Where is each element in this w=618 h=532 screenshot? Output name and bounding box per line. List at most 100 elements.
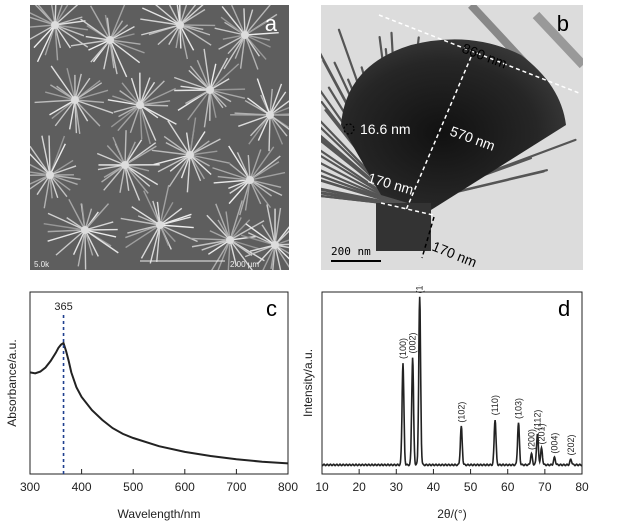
sem-needle (234, 112, 271, 116)
xrd-chart: (100)(002) (101) (102) (110) (103)(200)(112)… (301, 285, 589, 521)
sem-needle (84, 203, 110, 231)
xrd-series-line (321, 296, 583, 467)
sem-flower-core (81, 226, 89, 234)
sem-needle (139, 104, 157, 141)
tem-nanorod (321, 154, 403, 207)
sem-needle (185, 89, 211, 105)
sem-needle (209, 89, 246, 99)
sem-needle (243, 8, 246, 36)
sem-needle (74, 89, 109, 101)
sem-needle (191, 239, 231, 248)
sem-needle (106, 145, 126, 166)
x-tick-label: 20 (352, 480, 366, 494)
sem-needle (225, 211, 231, 241)
sem-needle (213, 179, 251, 184)
sem-needle (229, 239, 238, 267)
chart-c-ylabel: Absorbance/a.u. (5, 339, 19, 426)
peak-365-label: 365 (54, 301, 72, 313)
panel-c-letter: c (266, 296, 277, 321)
sem-flower-core (206, 86, 214, 94)
sem-needle (244, 5, 271, 36)
sem-needle (109, 25, 135, 41)
sem-needle (274, 230, 289, 246)
sem-needle (152, 200, 161, 226)
sem-needle (124, 164, 159, 186)
sem-needle (74, 73, 82, 101)
sem-needle (139, 104, 169, 107)
sem-needle (47, 229, 86, 233)
sem-needle (49, 143, 66, 176)
chart-d-xlabel: 2θ/(°) (437, 507, 466, 521)
sem-needle (130, 77, 141, 106)
sem-needle (217, 175, 251, 181)
sem-needle (173, 76, 211, 91)
sem-needle (54, 24, 72, 49)
sem-needle (203, 48, 211, 91)
sem-needle (30, 163, 51, 176)
panel-b-letter: b (556, 11, 569, 36)
x-tick-label: 40 (427, 480, 441, 494)
sem-needle (274, 239, 289, 246)
sem-needle (180, 85, 211, 91)
sem-needle (124, 164, 141, 201)
sem-needle (103, 164, 126, 191)
sem-needle (37, 5, 56, 26)
sem-needle (270, 244, 276, 269)
sem-needle (244, 34, 261, 57)
tem-nanorod (321, 191, 403, 207)
sem-needle (89, 5, 111, 41)
sem-needle (244, 34, 270, 41)
sem-needle (43, 174, 51, 209)
sem-needle (139, 77, 151, 106)
sem-needle (201, 239, 231, 251)
sem-needle (266, 204, 276, 246)
sem-needle (156, 224, 161, 263)
tem-scale-label: 200 nm (331, 245, 371, 258)
sem-needle (112, 95, 141, 106)
sem-needle (74, 99, 105, 104)
sem-needle (218, 34, 246, 50)
sem-scale-text: 2.00 µm (230, 260, 259, 269)
chart-d-x-ticks: 10 20 30 40 50 60 70 80 (315, 469, 589, 494)
sem-needle (45, 91, 76, 101)
sem-needle (206, 214, 231, 241)
sem-needle (80, 18, 111, 41)
chart-d-frame (321, 291, 583, 475)
sem-needle (212, 167, 251, 181)
xrd-peak-label: (202) (566, 434, 576, 455)
sem-needle (209, 89, 217, 118)
sem-needle (74, 99, 89, 122)
xrd-peak-label: (004) (550, 433, 560, 454)
sem-needle (189, 154, 212, 176)
sem-needle (54, 24, 85, 37)
panel-a-letter: a (264, 11, 277, 36)
sem-needle (141, 24, 181, 36)
sem-needle (85, 35, 111, 41)
sem-needle (239, 179, 251, 216)
sem-needle (274, 244, 282, 270)
sem-needle (140, 224, 161, 259)
sem-needle (30, 24, 56, 28)
sem-flower-core (186, 151, 194, 159)
sem-needle (249, 244, 276, 252)
sem-needle (70, 39, 111, 47)
sem-needle (84, 229, 94, 256)
sem-needle (209, 57, 229, 91)
sem-needle (214, 27, 246, 36)
sem-needle (129, 104, 141, 134)
sem-flower-core (71, 96, 79, 104)
sem-needle (124, 164, 149, 194)
sem-needle (119, 90, 141, 106)
sem-needle (50, 5, 56, 26)
xrd-peak-label: (102) (456, 402, 466, 423)
sem-needle (244, 34, 271, 48)
sem-needle (127, 224, 161, 234)
sem-needle (110, 104, 141, 128)
absorbance-chart: 365 300 400 500 600 700 800 Wavelength/nm Abs… (5, 291, 298, 521)
sem-needle (186, 154, 191, 193)
sem-needle (274, 244, 289, 268)
sem-needle (30, 24, 56, 40)
sem-needle (50, 65, 76, 101)
sem-needle (228, 145, 251, 181)
sem-needle (149, 224, 161, 264)
